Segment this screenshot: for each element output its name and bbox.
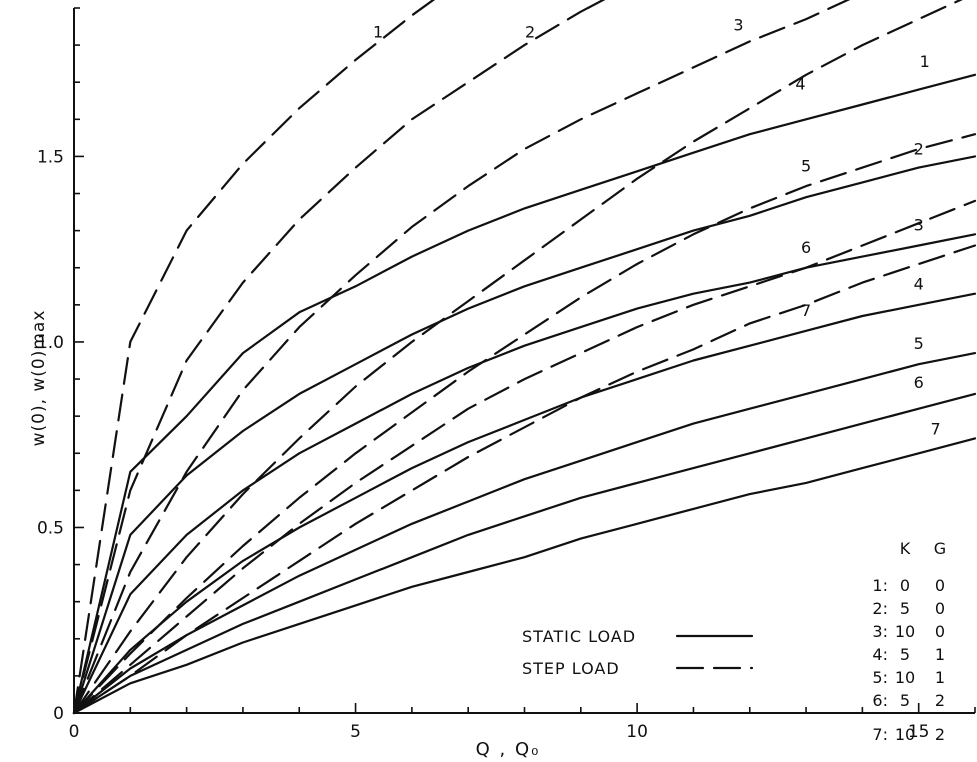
step-load-curve-6 bbox=[72, 199, 977, 715]
param-header: G bbox=[934, 539, 946, 558]
param-row-g: 2 bbox=[935, 725, 945, 744]
y-tick-label: 1.5 bbox=[37, 147, 64, 167]
curve-label: 1 bbox=[920, 52, 930, 71]
x-tick-label: 10 bbox=[626, 722, 648, 742]
y-axis-label: w(0), w(0)max bbox=[29, 310, 49, 447]
static-load-curve-5 bbox=[72, 352, 977, 715]
step-load-curve-4 bbox=[72, 0, 963, 715]
param-row-id: 5: bbox=[872, 668, 888, 687]
param-row-g: 0 bbox=[935, 622, 945, 641]
x-axis-label: Q , Q₀ bbox=[476, 739, 541, 760]
param-row-k: 10 bbox=[895, 668, 915, 687]
curve-label: 2 bbox=[525, 23, 535, 42]
param-row-g: 2 bbox=[935, 691, 945, 710]
param-row-g: 1 bbox=[935, 668, 945, 687]
static-load-curve-6 bbox=[72, 392, 977, 715]
legend: STATIC LOAD STEP LOAD bbox=[522, 627, 754, 678]
curve-label: 6 bbox=[914, 373, 924, 392]
param-row-k: 5 bbox=[900, 691, 910, 710]
param-row-k: 0 bbox=[900, 576, 910, 595]
step-load-curve-7 bbox=[72, 244, 977, 715]
param-row-id: 1: bbox=[872, 576, 888, 595]
step-load-curve-3 bbox=[72, 0, 851, 715]
curve-label: 6 bbox=[801, 238, 811, 257]
legend-label: STATIC LOAD bbox=[522, 627, 636, 646]
y-tick-label: 0.5 bbox=[37, 518, 64, 538]
curve-label: 2 bbox=[914, 139, 924, 158]
step-load-curve-2 bbox=[72, 0, 606, 715]
curve-label: 4 bbox=[914, 275, 924, 294]
parameter-table: K G 1: 0 0 2: 5 0 3: 10 0 4: 5 1 5: 10 1 6: 5 2 7: 10 2 bbox=[872, 539, 946, 744]
curve-label: 4 bbox=[795, 75, 805, 94]
param-row-id: 3: bbox=[872, 622, 888, 641]
x-tick-label: 15 bbox=[908, 722, 930, 742]
static-load-curve-1 bbox=[72, 73, 977, 715]
curve-labels: 1 2 3 4 5 6 7 1 2 3 4 5 6 7 bbox=[373, 15, 941, 438]
param-row-g: 1 bbox=[935, 645, 945, 664]
x-tick-label: 0 bbox=[69, 722, 80, 742]
param-row-id: 7: bbox=[872, 725, 888, 744]
curve-label: 1 bbox=[373, 23, 383, 42]
curve-label: 3 bbox=[914, 215, 924, 234]
curve-label: 5 bbox=[801, 156, 811, 175]
curves bbox=[72, 0, 977, 715]
param-header: K bbox=[900, 539, 911, 558]
param-row-k: 10 bbox=[895, 622, 915, 641]
param-row-id: 2: bbox=[872, 599, 888, 618]
param-row-g: 0 bbox=[935, 599, 945, 618]
static-load-curve-2 bbox=[72, 155, 977, 715]
y-tick-label: 0 bbox=[53, 704, 64, 724]
param-row-k: 5 bbox=[900, 645, 910, 664]
param-row-id: 6: bbox=[872, 691, 888, 710]
curve-label: 5 bbox=[914, 334, 924, 353]
param-row-k: 5 bbox=[900, 599, 910, 618]
legend-label: STEP LOAD bbox=[522, 659, 620, 678]
static-load-curve-4 bbox=[72, 292, 977, 715]
x-tick-label: 5 bbox=[350, 722, 361, 742]
static-load-curve-3 bbox=[72, 233, 977, 715]
curve-label: 7 bbox=[930, 419, 940, 438]
step-load-curve-1 bbox=[72, 0, 436, 715]
curve-label: 7 bbox=[801, 301, 811, 320]
param-row-k: 10 bbox=[895, 725, 915, 744]
curve-label: 3 bbox=[733, 15, 743, 34]
step-load-curve-5 bbox=[72, 133, 977, 715]
y-tick-label: 1.0 bbox=[37, 333, 64, 353]
static-load-curve-7 bbox=[72, 437, 977, 715]
param-row-id: 4: bbox=[872, 645, 888, 664]
param-row-g: 0 bbox=[935, 576, 945, 595]
